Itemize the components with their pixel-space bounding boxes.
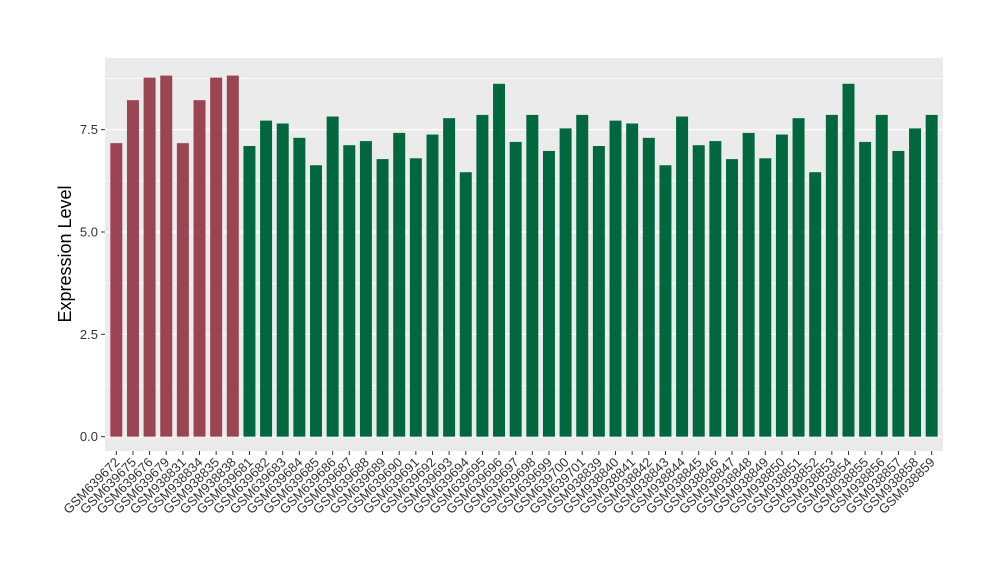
bar-GSM639700 xyxy=(559,128,572,437)
bar-GSM938859 xyxy=(925,114,938,437)
bar-GSM639681 xyxy=(243,146,256,437)
bar-GSM938840 xyxy=(609,120,622,437)
bar-GSM938850 xyxy=(775,134,788,437)
bar-GSM639672 xyxy=(110,143,123,437)
bar-GSM938853 xyxy=(825,114,838,437)
bar-GSM938835 xyxy=(210,77,223,437)
bar-GSM938858 xyxy=(909,128,922,437)
bar-GSM938855 xyxy=(859,141,872,437)
bar-GSM639686 xyxy=(326,116,339,437)
bar-GSM938852 xyxy=(809,172,822,437)
bar-GSM639684 xyxy=(293,137,306,437)
bar-GSM639694 xyxy=(459,172,472,437)
y-tick-label: 5.0 xyxy=(80,224,98,239)
x-axis: GSM639672GSM639675GSM639676GSM639679GSM9… xyxy=(60,451,938,517)
bar-GSM639693 xyxy=(443,118,456,437)
bar-GSM938851 xyxy=(792,118,805,437)
bar-GSM938844 xyxy=(676,116,689,437)
bar-GSM938849 xyxy=(759,158,772,437)
bar-GSM938841 xyxy=(626,123,639,437)
bar-GSM639701 xyxy=(576,114,589,437)
bar-GSM639688 xyxy=(359,141,372,437)
bar-GSM938843 xyxy=(659,165,672,437)
y-tick-label: 2.5 xyxy=(80,327,98,342)
bar-GSM639692 xyxy=(426,134,439,437)
bar-GSM639697 xyxy=(509,141,522,437)
bar-GSM639687 xyxy=(343,145,356,437)
bar-GSM938831 xyxy=(176,143,189,437)
bar-GSM639695 xyxy=(476,114,489,437)
bar-GSM938856 xyxy=(875,114,888,437)
bar-GSM639689 xyxy=(376,159,389,437)
bar-GSM938842 xyxy=(642,137,655,437)
bar-GSM639696 xyxy=(493,83,506,437)
bar-GSM938857 xyxy=(892,150,905,437)
bar-GSM639676 xyxy=(143,77,156,437)
bar-GSM938848 xyxy=(742,132,755,437)
y-tick-label: 0.0 xyxy=(80,429,98,444)
bar-GSM639685 xyxy=(310,165,322,437)
bar-GSM639675 xyxy=(126,100,139,437)
bar-GSM639690 xyxy=(393,132,406,437)
bar-GSM938839 xyxy=(592,146,605,437)
y-axis-title: Expression Level xyxy=(55,185,75,322)
bar-GSM639699 xyxy=(542,150,555,437)
bar-GSM938847 xyxy=(726,159,738,437)
bar-GSM639682 xyxy=(260,120,273,437)
bar-GSM639679 xyxy=(160,75,173,437)
y-tick-label: 7.5 xyxy=(80,122,98,137)
bar-GSM938846 xyxy=(709,141,722,437)
bar-GSM639691 xyxy=(409,158,422,437)
bar-GSM938838 xyxy=(226,75,239,437)
bar-GSM938834 xyxy=(193,100,206,437)
bar-GSM938854 xyxy=(842,83,855,437)
y-axis: 0.0 2.5 5.0 7.5 xyxy=(80,122,105,444)
bar-GSM639683 xyxy=(276,123,289,437)
bar-GSM938845 xyxy=(692,145,705,437)
bars xyxy=(110,75,938,437)
bar-GSM639698 xyxy=(526,114,539,437)
